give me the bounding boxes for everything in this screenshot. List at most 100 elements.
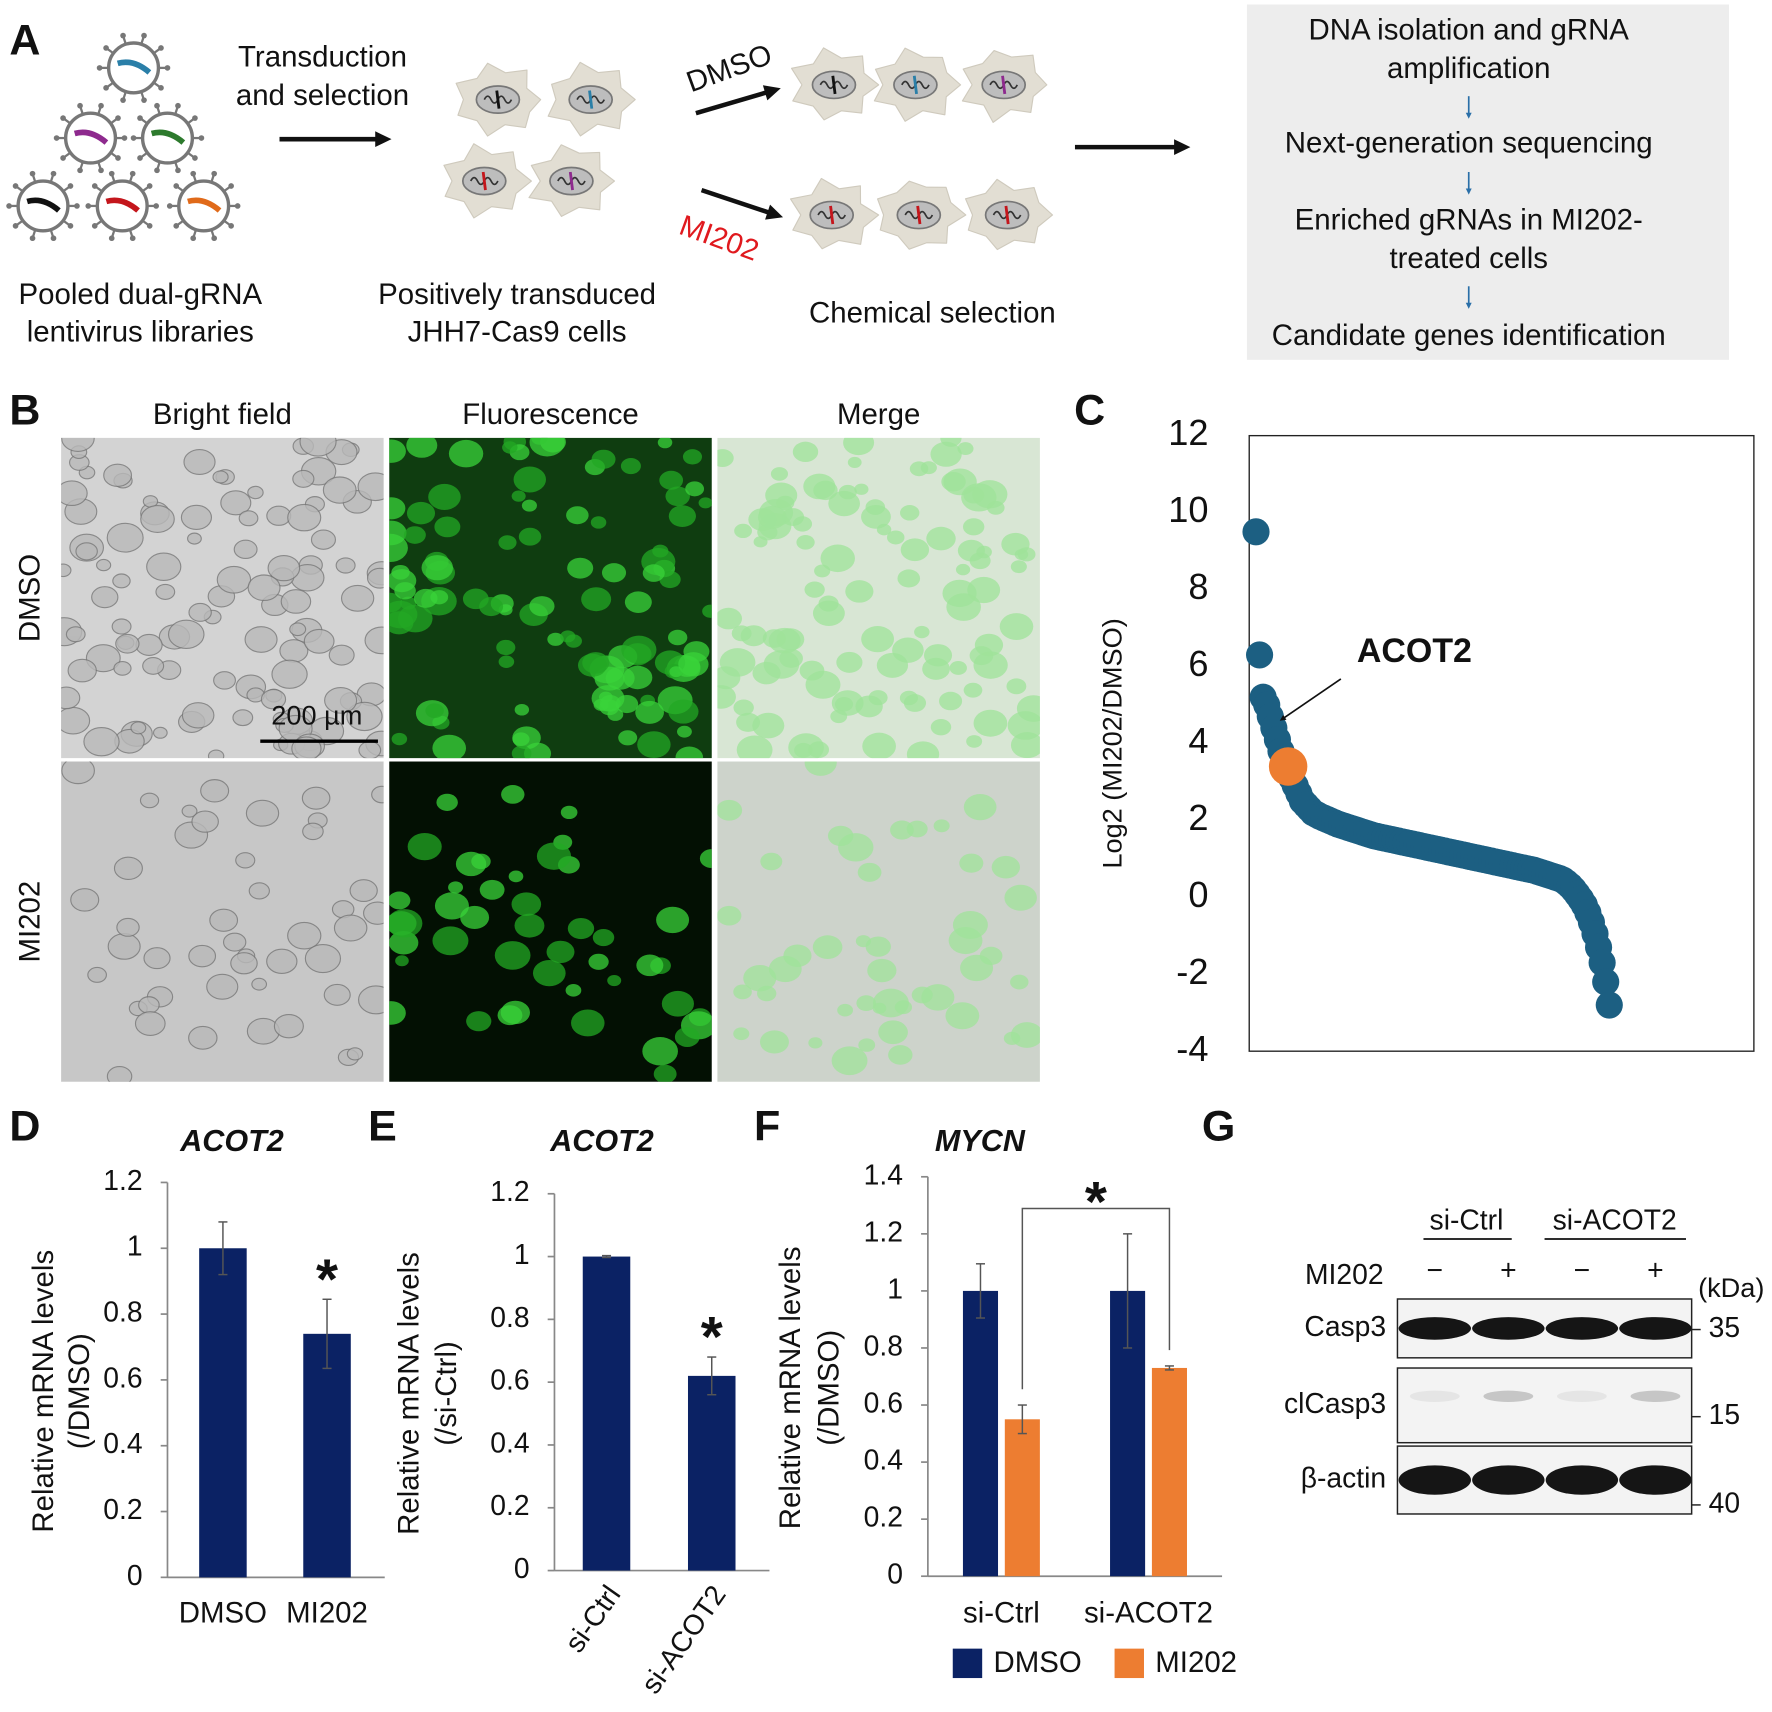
pipeline-step: Next-generation sequencing bbox=[1285, 127, 1653, 160]
virus-spike-tip bbox=[146, 223, 153, 229]
cell-blob bbox=[303, 628, 335, 654]
cell-blob bbox=[743, 964, 777, 992]
cell-blob bbox=[143, 947, 171, 970]
annotation: ACOT2 bbox=[1357, 632, 1472, 670]
x-tick-label: si-ACOT2 bbox=[634, 1579, 731, 1699]
band bbox=[1483, 1390, 1534, 1402]
y-tick-label: 0.2 bbox=[103, 1493, 142, 1525]
cell-blob bbox=[607, 708, 624, 721]
step-label: Chemical selection bbox=[809, 296, 1056, 329]
y-tick-label: 0.6 bbox=[490, 1364, 529, 1396]
cell-blob bbox=[861, 625, 894, 653]
cell-blob bbox=[260, 688, 287, 710]
y-tick-label: 1.4 bbox=[864, 1158, 903, 1190]
cell-blob bbox=[112, 573, 131, 589]
cell-blob bbox=[496, 639, 516, 656]
virus-spike-tip bbox=[173, 223, 180, 229]
virus-spike-tip bbox=[12, 183, 19, 189]
kda-label: 15 bbox=[1709, 1398, 1740, 1430]
cell-blob bbox=[803, 473, 836, 500]
cell-blob bbox=[266, 948, 298, 974]
cell-blob bbox=[304, 943, 342, 974]
cell-blob bbox=[398, 604, 433, 633]
cell-blob bbox=[188, 1025, 218, 1050]
cell-blob bbox=[183, 449, 216, 476]
cell-blob bbox=[962, 518, 985, 536]
arrow-label: Transduction bbox=[238, 41, 407, 74]
virus-spike-tip bbox=[91, 183, 98, 189]
virus-spike-tip bbox=[146, 183, 153, 189]
virus-spike-tip bbox=[103, 45, 109, 51]
cell-blob bbox=[601, 563, 627, 583]
cell-blob bbox=[999, 613, 1034, 640]
cell-blob bbox=[301, 786, 331, 810]
cell-blob bbox=[273, 1014, 304, 1039]
cell-blob bbox=[933, 819, 950, 833]
cell-blob bbox=[906, 741, 940, 759]
panel-label: E bbox=[368, 1103, 397, 1151]
panel-label: G bbox=[1202, 1103, 1235, 1151]
virus-spike-tip bbox=[60, 115, 66, 121]
micrograph bbox=[389, 437, 712, 759]
cell-blob bbox=[448, 439, 484, 468]
cell-blob bbox=[796, 535, 815, 550]
cell-blob bbox=[155, 583, 176, 600]
cell-blob bbox=[188, 602, 212, 622]
cell-blob bbox=[945, 1002, 980, 1030]
cell-blob bbox=[843, 437, 875, 456]
micrograph bbox=[389, 761, 712, 1082]
treatment-sign: − bbox=[1574, 1253, 1591, 1285]
cell-blob bbox=[966, 735, 983, 748]
cell-blob bbox=[808, 741, 830, 758]
cell-blob bbox=[187, 532, 202, 545]
bar bbox=[303, 1333, 351, 1578]
cell-blob bbox=[455, 851, 487, 877]
cell-blob bbox=[717, 685, 736, 709]
cell-blob bbox=[233, 539, 258, 560]
cell-blob bbox=[247, 485, 264, 500]
cell-blob bbox=[235, 852, 256, 869]
pipeline-box bbox=[1246, 4, 1729, 360]
cell-blob bbox=[659, 571, 681, 589]
virus-spike-tip bbox=[12, 223, 19, 229]
cell-blob bbox=[804, 581, 825, 598]
cell-blob bbox=[657, 437, 673, 449]
cell-blob bbox=[577, 653, 607, 677]
arrow-head bbox=[375, 131, 392, 148]
cell-blob bbox=[878, 1020, 908, 1045]
cell-blob bbox=[847, 456, 862, 468]
error-bar bbox=[218, 1221, 228, 1276]
cell-blob bbox=[733, 1027, 750, 1041]
cell-blob bbox=[668, 699, 699, 724]
y-tick-label: 0 bbox=[1188, 874, 1208, 915]
cell-blob bbox=[61, 686, 81, 710]
cell-blob bbox=[139, 792, 160, 809]
cell-blob bbox=[328, 644, 355, 666]
x-tick-label: si-Ctrl bbox=[963, 1596, 1040, 1629]
cell-blob bbox=[560, 805, 578, 820]
arrow bbox=[1283, 678, 1342, 719]
virus-spike-tip bbox=[108, 235, 115, 242]
cell-blob bbox=[856, 995, 877, 1011]
cell-blob bbox=[209, 908, 239, 932]
cell-blob bbox=[861, 504, 891, 529]
cell-blob bbox=[323, 983, 351, 1006]
cell-blob bbox=[479, 597, 504, 617]
y-tick-label: 0.8 bbox=[864, 1329, 903, 1361]
cell-blob bbox=[413, 588, 438, 608]
virus-spike-tip bbox=[211, 170, 218, 177]
virus-spike-tip bbox=[60, 155, 66, 161]
blot-label: clCasp3 bbox=[1284, 1387, 1386, 1419]
cell-blob bbox=[963, 682, 983, 698]
virus-rna bbox=[73, 129, 109, 145]
cell-blob bbox=[498, 655, 515, 668]
cell-blob bbox=[620, 458, 641, 475]
band bbox=[1630, 1390, 1681, 1402]
y-tick-label: 0.8 bbox=[490, 1301, 529, 1333]
cell-blob bbox=[134, 1011, 166, 1036]
cell-blob bbox=[752, 712, 785, 739]
cell-blob bbox=[973, 709, 1008, 737]
virus-spike-tip bbox=[6, 203, 12, 209]
cell-blob bbox=[581, 587, 612, 612]
